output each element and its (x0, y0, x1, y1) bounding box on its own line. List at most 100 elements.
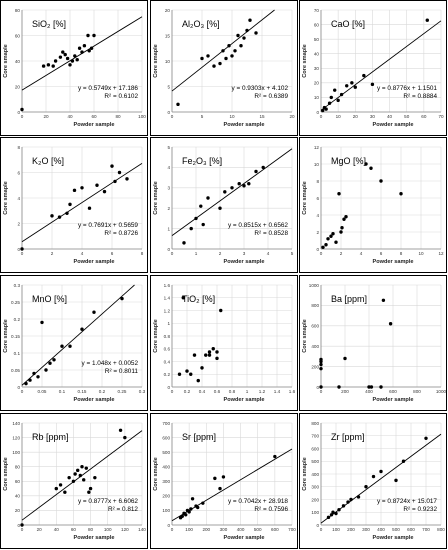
y-axis-label: Core smaple (302, 181, 308, 215)
trendline (21, 284, 135, 386)
data-point (82, 44, 87, 48)
data-point (218, 206, 222, 210)
data-point (379, 385, 383, 389)
trendline (171, 148, 293, 236)
x-tick-label: 0 (21, 527, 24, 532)
y-axis-label: Core smaple (153, 457, 159, 491)
chart-border (299, 275, 447, 411)
data-point (356, 495, 361, 499)
x-tick-label: 0.4 (199, 389, 206, 394)
chart-title: MnO [%] (32, 294, 67, 304)
data-point (185, 369, 189, 373)
y-tick-label: 0 (167, 110, 170, 115)
data-point (63, 52, 67, 57)
x-tick-label: 0.15 (78, 389, 87, 394)
y-tick-label: 80 (15, 465, 21, 470)
data-point (245, 28, 249, 33)
x-tick-label: 10 (229, 114, 235, 119)
x-tick-label: 80 (115, 114, 121, 119)
x-tick-label: 0 (320, 527, 323, 532)
trend-equation: y = 1.048x + 0.0052 (82, 360, 139, 367)
y-axis-label: Core smaple (153, 44, 159, 78)
y-tick-label: 1 (167, 226, 170, 231)
data-point (200, 56, 204, 61)
data-point (102, 189, 107, 194)
data-point (212, 64, 216, 68)
data-point (192, 353, 197, 357)
y-tick-label: 120 (12, 435, 20, 440)
data-point (334, 511, 338, 516)
data-point (117, 170, 122, 175)
y-tick-label: 300 (162, 479, 170, 484)
chart-4: 0 1 2 3 4 5 0 1 2 3 4 5 Powder sample Core smaple Fe₂O… (150, 137, 298, 273)
x-tick-label: 600 (389, 389, 397, 394)
data-point (337, 192, 341, 196)
data-point (65, 56, 70, 61)
y-axis-label: Core smaple (3, 181, 9, 215)
data-point (247, 182, 251, 186)
x-tick-label: 0 (320, 389, 323, 394)
data-point (236, 33, 240, 38)
data-point (319, 362, 323, 367)
data-point (70, 59, 75, 63)
x-tick-label: 0.6 (214, 389, 221, 394)
data-point (60, 344, 64, 348)
data-point (84, 466, 88, 470)
data-point (221, 49, 225, 53)
y-tick-label: 0.1 (14, 351, 21, 356)
y-tick-label: 0 (17, 523, 20, 528)
data-point (219, 308, 223, 313)
chart-9: 0 20 40 60 80 100 120 140 0 20 40 60 80 100 120 140 Powd… (0, 413, 148, 549)
x-tick-label: 2 (219, 251, 222, 256)
data-point (394, 478, 398, 483)
y-tick-label: 1.6 (164, 283, 171, 288)
y-tick-label: 4 (17, 196, 20, 201)
x-axis-label: Powder sample (223, 259, 264, 265)
data-point (80, 327, 84, 331)
y-tick-label: 0.6 (164, 347, 171, 352)
trend-equation: y = 0.9303x + 4.102 (232, 85, 289, 92)
data-point (370, 82, 375, 87)
data-point (326, 515, 331, 520)
x-tick-label: 20 (353, 114, 359, 119)
y-tick-label: 0 (316, 247, 319, 252)
y-tick-label: 8 (316, 179, 319, 184)
y-tick-label: 2 (17, 221, 20, 226)
data-point (68, 344, 72, 348)
y-tick-label: 60 (15, 479, 21, 484)
data-point (221, 475, 226, 479)
trend-r-squared: R² = 0.8884 (403, 93, 437, 100)
x-tick-label: 400 (377, 527, 385, 532)
x-tick-label: 0 (320, 251, 323, 256)
data-point (364, 485, 368, 489)
x-tick-label: 120 (121, 527, 129, 532)
data-point (349, 497, 353, 502)
y-tick-label: 0 (167, 247, 170, 252)
y-tick-label: 800 (311, 421, 319, 426)
y-tick-label: 100 (162, 508, 170, 513)
data-point (242, 184, 246, 188)
y-tick-label: 0 (316, 110, 319, 115)
y-tick-label: 1.4 (164, 296, 171, 301)
data-point (54, 486, 58, 491)
x-tick-label: 6 (380, 251, 383, 256)
y-tick-label: 500 (311, 459, 319, 464)
data-point (424, 436, 428, 440)
x-tick-label: 5 (291, 251, 294, 256)
data-point (224, 56, 228, 61)
y-axis-label: Core smaple (302, 319, 308, 353)
y-tick-label: 10 (314, 95, 320, 100)
data-point (399, 192, 403, 196)
y-tick-label: 4 (316, 213, 319, 218)
data-point (177, 372, 182, 376)
x-axis-label: Powder sample (223, 122, 264, 128)
y-tick-label: 20 (165, 8, 171, 13)
data-point (40, 320, 44, 325)
y-tick-label: 0 (316, 523, 319, 528)
x-tick-label: 40 (54, 527, 60, 532)
data-point (76, 468, 80, 473)
x-tick-label: 0 (21, 389, 24, 394)
data-point (44, 368, 48, 372)
y-tick-label: 60 (314, 22, 320, 27)
data-point (329, 513, 334, 517)
